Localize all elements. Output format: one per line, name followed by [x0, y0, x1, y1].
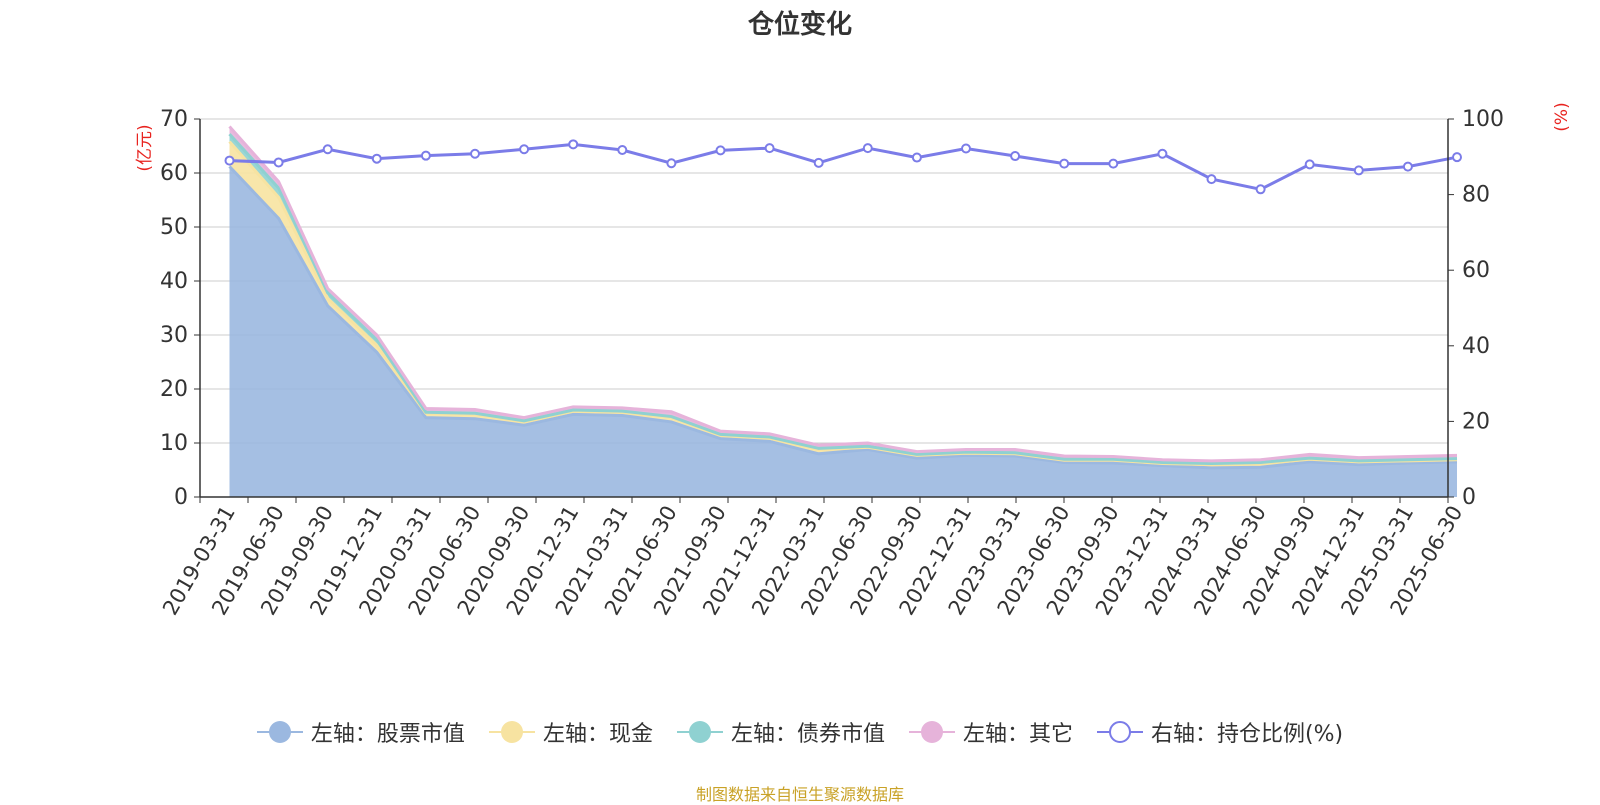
ratio-point — [568, 139, 579, 150]
legend-item[interactable]: 左轴：其它 — [908, 716, 1073, 748]
ratio-point — [1353, 165, 1364, 176]
left-tick-label: 40 — [160, 269, 188, 294]
legend: 左轴：股票市值 左轴：现金 左轴：债券市值 左轴：其它 右轴：持仓比例(%) — [0, 716, 1600, 748]
left-tick-label: 50 — [160, 215, 188, 240]
ratio-point — [371, 153, 382, 164]
left-tick-label: 0 — [174, 485, 188, 510]
left-tick-label: 30 — [160, 323, 188, 348]
ratio-point — [1402, 161, 1413, 172]
right-tick-label: 60 — [1462, 258, 1490, 283]
ratio-point — [764, 143, 775, 154]
right-tick-label: 0 — [1462, 485, 1476, 510]
ratio-point — [322, 144, 333, 155]
ratio-point — [617, 144, 628, 155]
right-tick-label: 40 — [1462, 334, 1490, 359]
ratio-point — [715, 145, 726, 156]
ratio-point — [420, 150, 431, 161]
ratio-point — [813, 157, 824, 168]
area-edge-左轴：股票市值 — [228, 165, 1458, 470]
legend-label: 左轴：债券市值 — [730, 722, 885, 747]
areas — [228, 125, 1458, 497]
right-tick-label: 80 — [1462, 183, 1490, 208]
ratio-point — [961, 143, 971, 154]
area-edge-左轴：其它 — [228, 125, 1458, 463]
legend-swatch — [676, 721, 723, 743]
ratio-point — [1157, 148, 1168, 159]
right-tick-label: 100 — [1462, 107, 1504, 132]
ratio-point — [519, 144, 530, 155]
legend-swatch — [908, 721, 955, 743]
ratio-point — [1255, 184, 1266, 195]
area-edge-左轴：债券市值 — [228, 133, 1458, 466]
left-tick-label: 60 — [160, 161, 188, 186]
ratio-point — [1304, 159, 1315, 170]
ratio-point — [273, 157, 284, 168]
ratio-point — [470, 148, 480, 159]
ratio-point — [1010, 151, 1021, 162]
right-axis-unit: (%) — [1552, 102, 1572, 131]
legend-item[interactable]: 左轴：现金 — [488, 716, 653, 748]
ratio-line — [229, 142, 1458, 191]
legend-item[interactable]: 右轴：持仓比例(%) — [1096, 716, 1344, 748]
ratio-point — [911, 152, 922, 163]
axes — [194, 118, 1454, 503]
legend-swatch — [488, 721, 535, 743]
left-axis-unit: (亿元) — [135, 124, 155, 171]
lines — [224, 139, 1462, 195]
legend-swatch — [256, 721, 303, 743]
ratio-point — [666, 158, 677, 169]
legend-item[interactable]: 左轴：股票市值 — [256, 716, 465, 748]
ratio-point — [1108, 158, 1119, 169]
chart-title: 仓位变化 — [747, 10, 852, 40]
ratio-point — [1452, 152, 1462, 163]
legend-label: 左轴：股票市值 — [310, 722, 465, 747]
legend-label: 左轴：现金 — [542, 722, 653, 747]
ratio-point — [224, 155, 235, 166]
legend-label: 左轴：其它 — [962, 722, 1073, 747]
legend-item[interactable]: 左轴：债券市值 — [676, 716, 885, 748]
left-tick-label: 10 — [160, 431, 188, 456]
ratio-point — [1059, 158, 1070, 169]
legend-label: 右轴：持仓比例(%) — [1150, 722, 1344, 747]
left-tick-label: 20 — [160, 377, 188, 402]
right-tick-label: 20 — [1462, 409, 1490, 434]
ratio-point — [1206, 174, 1217, 185]
legend-swatch — [1096, 721, 1143, 743]
ratio-point — [862, 143, 873, 154]
source-note: 制图数据来自恒生聚源数据库 — [695, 785, 904, 804]
left-tick-label: 70 — [160, 107, 188, 132]
